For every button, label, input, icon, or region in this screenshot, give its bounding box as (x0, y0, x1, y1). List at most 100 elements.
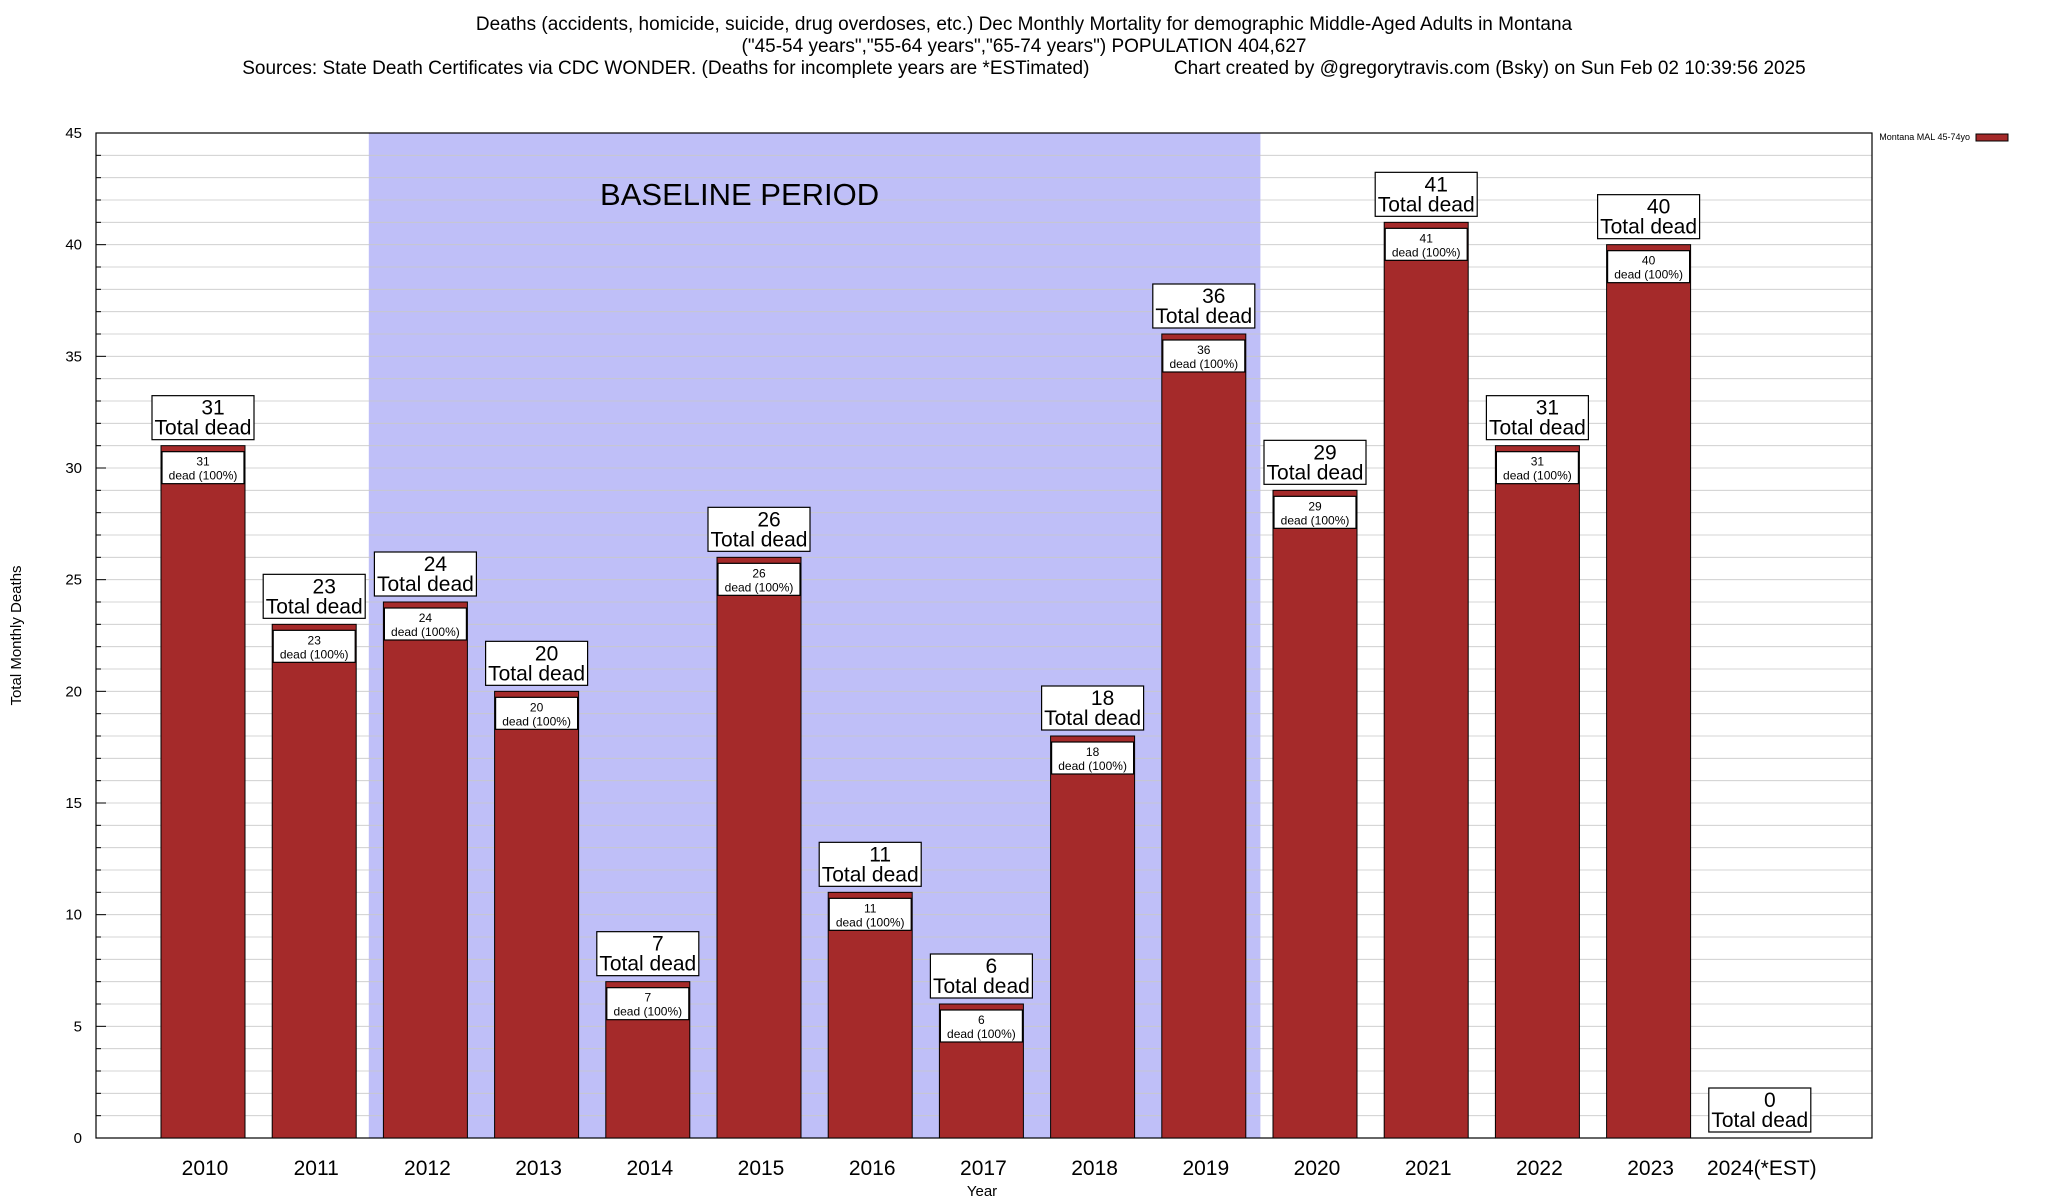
inner-dead-label: dead (100%) (613, 1005, 682, 1019)
bar (1383, 221, 1469, 1139)
inner-label-box (1495, 451, 1580, 485)
baseline-label: BASELINE PERIOD (600, 177, 879, 212)
y-tick-label: 45 (65, 125, 82, 142)
x-tick-label: 2012 (404, 1157, 451, 1180)
total-dead-label: Total dead (1711, 1109, 1808, 1132)
y-tick-label: 15 (65, 795, 82, 812)
total-value-label: 0 (1764, 1089, 1776, 1112)
inner-label-box (717, 562, 801, 596)
bar (1606, 244, 1692, 1139)
inner-dead-label: dead (100%) (1392, 245, 1461, 259)
inner-value-label: 6 (978, 1013, 985, 1027)
inner-label-box (383, 607, 467, 641)
inner-dead-label: dead (100%) (1058, 759, 1127, 773)
inner-value-label: 31 (196, 455, 210, 469)
x-tick-label: 2022 (1516, 1157, 1563, 1180)
total-label-box (596, 931, 700, 977)
inner-label-box (1384, 227, 1468, 261)
total-value-label: 7 (652, 933, 664, 956)
inner-value-label: 7 (644, 991, 651, 1005)
sources-text: Sources: State Death Certificates via CD… (242, 58, 1090, 79)
total-value-label: 31 (1536, 397, 1559, 420)
inner-value-label: 24 (419, 611, 433, 625)
x-axis-label: Year (967, 1183, 997, 1200)
total-value-label: 20 (535, 642, 558, 665)
y-tick-label: 20 (65, 683, 82, 700)
legend: Montana MAL 45-74yo (1879, 132, 2009, 142)
x-tick-label: 2019 (1182, 1157, 1229, 1180)
total-label-box (151, 395, 255, 441)
legend-swatch (1975, 133, 2009, 142)
total-label-box (373, 551, 477, 597)
total-label-box (485, 640, 589, 686)
total-value-label: 40 (1647, 196, 1670, 219)
inner-label-box (1606, 250, 1691, 284)
total-label-box (1152, 283, 1256, 329)
inner-dead-label: dead (100%) (169, 469, 238, 483)
x-tick-label: 2024(*EST) (1707, 1157, 1817, 1180)
total-dead-label: Total dead (266, 595, 363, 618)
chart-title: Deaths (accidents, homicide, suicide, dr… (0, 14, 2048, 80)
inner-value-label: 18 (1086, 745, 1100, 759)
total-label-box (1263, 439, 1367, 485)
inner-dead-label: dead (100%) (947, 1027, 1016, 1041)
total-value-label: 26 (757, 508, 780, 531)
inner-value-label: 41 (1420, 231, 1434, 245)
x-tick-label: 2020 (1294, 1157, 1341, 1180)
total-dead-label: Total dead (1600, 216, 1697, 239)
total-value-label: 6 (986, 955, 998, 978)
total-dead-label: Total dead (933, 975, 1030, 998)
inner-label-box (1162, 339, 1246, 373)
inner-label-box (606, 987, 690, 1021)
total-label-box (1596, 194, 1701, 240)
total-dead-label: Total dead (822, 863, 919, 886)
inner-value-label: 29 (1308, 499, 1322, 513)
total-label-box (1374, 171, 1478, 217)
total-value-label: 11 (869, 843, 891, 866)
inner-label-box (939, 1009, 1024, 1043)
total-dead-label: Total dead (1267, 461, 1364, 484)
bar (1050, 735, 1136, 1139)
y-tick-label: 0 (74, 1130, 82, 1147)
total-value-label: 36 (1202, 285, 1225, 308)
x-tick-label: 2014 (626, 1157, 673, 1180)
y-tick-label: 40 (65, 237, 82, 254)
inner-value-label: 31 (1531, 455, 1545, 469)
inner-dead-label: dead (100%) (1169, 357, 1238, 371)
legend-label: Montana MAL 45-74yo (1879, 132, 1970, 142)
inner-dead-label: dead (100%) (280, 647, 349, 661)
total-label-box (707, 506, 811, 552)
bar (716, 556, 802, 1139)
total-value-label: 18 (1091, 687, 1114, 710)
title-line-3: Sources: State Death Certificates via CD… (0, 58, 2048, 80)
inner-dead-label: dead (100%) (1503, 469, 1572, 483)
total-dead-label: Total dead (599, 953, 696, 976)
total-label-box (262, 573, 366, 619)
inner-value-label: 40 (1642, 254, 1656, 268)
total-dead-label: Total dead (1155, 305, 1252, 328)
inner-label-box (161, 451, 245, 485)
y-tick-label: 30 (65, 460, 82, 477)
x-tick-label: 2017 (960, 1157, 1007, 1180)
inner-label-box (1273, 495, 1357, 529)
total-dead-label: Total dead (1378, 193, 1475, 216)
total-label-box (1040, 685, 1145, 731)
inner-value-label: 36 (1197, 343, 1211, 357)
inner-value-label: 23 (308, 633, 322, 647)
bar (271, 623, 357, 1139)
inner-dead-label: dead (100%) (1614, 268, 1683, 282)
total-value-label: 29 (1313, 441, 1336, 464)
total-dead-label: Total dead (155, 417, 252, 440)
x-tick-label: 2023 (1627, 1157, 1674, 1180)
